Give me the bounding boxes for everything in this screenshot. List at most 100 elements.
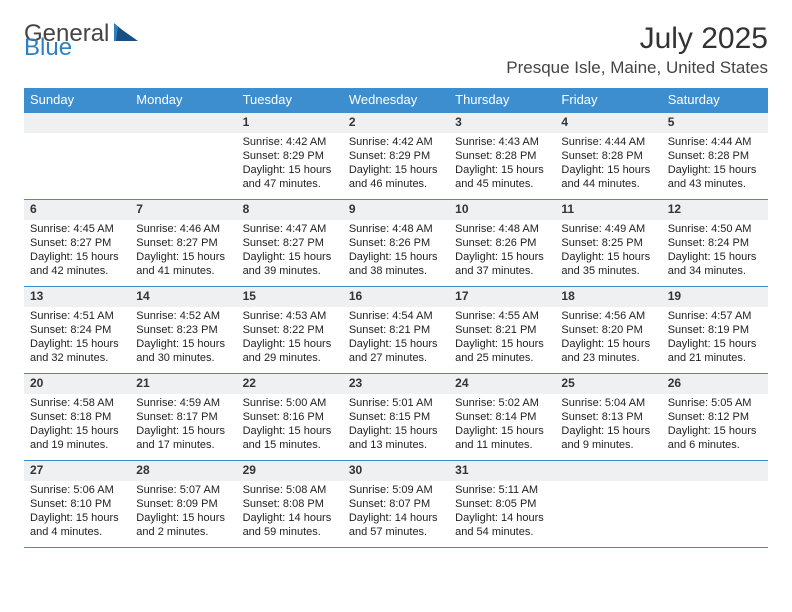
day-body: Sunrise: 5:08 AMSunset: 8:08 PMDaylight:… — [237, 481, 343, 544]
month-title: July 2025 — [506, 22, 768, 56]
sunrise-line: Sunrise: 4:42 AM — [243, 135, 337, 149]
sunrise-line: Sunrise: 4:57 AM — [668, 309, 762, 323]
daylight-line: Daylight: 15 hours and 21 minutes. — [668, 337, 762, 366]
sunrise-line: Sunrise: 4:48 AM — [455, 222, 549, 236]
daylight-line: Daylight: 15 hours and 27 minutes. — [349, 337, 443, 366]
day-body: Sunrise: 4:53 AMSunset: 8:22 PMDaylight:… — [237, 307, 343, 370]
day-cell: 5Sunrise: 4:44 AMSunset: 8:28 PMDaylight… — [662, 113, 768, 199]
sunrise-line: Sunrise: 4:58 AM — [30, 396, 124, 410]
day-number: 6 — [24, 200, 130, 220]
daylight-line: Daylight: 15 hours and 17 minutes. — [136, 424, 230, 453]
sunset-line: Sunset: 8:28 PM — [455, 149, 549, 163]
day-cell: 31Sunrise: 5:11 AMSunset: 8:05 PMDayligh… — [449, 461, 555, 547]
day-number — [555, 461, 661, 481]
day-body: Sunrise: 5:01 AMSunset: 8:15 PMDaylight:… — [343, 394, 449, 457]
sunset-line: Sunset: 8:20 PM — [561, 323, 655, 337]
day-number: 11 — [555, 200, 661, 220]
sunrise-line: Sunrise: 5:11 AM — [455, 483, 549, 497]
sunset-line: Sunset: 8:26 PM — [349, 236, 443, 250]
daylight-line: Daylight: 15 hours and 32 minutes. — [30, 337, 124, 366]
sunrise-line: Sunrise: 4:43 AM — [455, 135, 549, 149]
sunrise-line: Sunrise: 5:06 AM — [30, 483, 124, 497]
sunset-line: Sunset: 8:24 PM — [668, 236, 762, 250]
daylight-line: Daylight: 15 hours and 15 minutes. — [243, 424, 337, 453]
sunset-line: Sunset: 8:07 PM — [349, 497, 443, 511]
sunset-line: Sunset: 8:22 PM — [243, 323, 337, 337]
sunrise-line: Sunrise: 4:46 AM — [136, 222, 230, 236]
day-cell: 11Sunrise: 4:49 AMSunset: 8:25 PMDayligh… — [555, 200, 661, 286]
sunset-line: Sunset: 8:21 PM — [455, 323, 549, 337]
day-number: 15 — [237, 287, 343, 307]
day-number: 24 — [449, 374, 555, 394]
daylight-line: Daylight: 15 hours and 29 minutes. — [243, 337, 337, 366]
day-cell: 28Sunrise: 5:07 AMSunset: 8:09 PMDayligh… — [130, 461, 236, 547]
day-cell: 14Sunrise: 4:52 AMSunset: 8:23 PMDayligh… — [130, 287, 236, 373]
day-cell: 26Sunrise: 5:05 AMSunset: 8:12 PMDayligh… — [662, 374, 768, 460]
day-cell: 3Sunrise: 4:43 AMSunset: 8:28 PMDaylight… — [449, 113, 555, 199]
day-body — [130, 133, 236, 139]
sunrise-line: Sunrise: 4:53 AM — [243, 309, 337, 323]
day-body: Sunrise: 4:48 AMSunset: 8:26 PMDaylight:… — [343, 220, 449, 283]
sunrise-line: Sunrise: 4:52 AM — [136, 309, 230, 323]
daylight-line: Daylight: 15 hours and 23 minutes. — [561, 337, 655, 366]
sunrise-line: Sunrise: 5:01 AM — [349, 396, 443, 410]
daylight-line: Daylight: 15 hours and 38 minutes. — [349, 250, 443, 279]
day-header-cell: Friday — [555, 88, 661, 112]
day-number: 21 — [130, 374, 236, 394]
title-block: July 2025 Presque Isle, Maine, United St… — [506, 22, 768, 78]
brand-word-2: Blue — [24, 34, 72, 61]
day-cell: 16Sunrise: 4:54 AMSunset: 8:21 PMDayligh… — [343, 287, 449, 373]
sunrise-line: Sunrise: 4:50 AM — [668, 222, 762, 236]
day-body: Sunrise: 4:52 AMSunset: 8:23 PMDaylight:… — [130, 307, 236, 370]
day-body: Sunrise: 4:56 AMSunset: 8:20 PMDaylight:… — [555, 307, 661, 370]
day-number: 18 — [555, 287, 661, 307]
day-number: 8 — [237, 200, 343, 220]
day-body: Sunrise: 4:49 AMSunset: 8:25 PMDaylight:… — [555, 220, 661, 283]
day-cell: 30Sunrise: 5:09 AMSunset: 8:07 PMDayligh… — [343, 461, 449, 547]
day-cell: 2Sunrise: 4:42 AMSunset: 8:29 PMDaylight… — [343, 113, 449, 199]
day-body: Sunrise: 5:05 AMSunset: 8:12 PMDaylight:… — [662, 394, 768, 457]
daylight-line: Daylight: 15 hours and 44 minutes. — [561, 163, 655, 192]
flag-icon — [114, 23, 142, 43]
sunset-line: Sunset: 8:28 PM — [561, 149, 655, 163]
daylight-line: Daylight: 15 hours and 41 minutes. — [136, 250, 230, 279]
sunrise-line: Sunrise: 4:47 AM — [243, 222, 337, 236]
day-body: Sunrise: 4:55 AMSunset: 8:21 PMDaylight:… — [449, 307, 555, 370]
sunrise-line: Sunrise: 5:04 AM — [561, 396, 655, 410]
day-body: Sunrise: 4:50 AMSunset: 8:24 PMDaylight:… — [662, 220, 768, 283]
day-number: 29 — [237, 461, 343, 481]
week-row: 6 Sunrise: 4:45 AM Sunset: 8:27 PM Daylight… — [24, 199, 768, 286]
day-cell: 8Sunrise: 4:47 AMSunset: 8:27 PMDaylight… — [237, 200, 343, 286]
sunrise-line: Sunrise: 4:55 AM — [455, 309, 549, 323]
day-number: 7 — [130, 200, 236, 220]
sunrise-line: Sunrise: 4:45 AM — [30, 222, 124, 236]
day-cell: 15Sunrise: 4:53 AMSunset: 8:22 PMDayligh… — [237, 287, 343, 373]
day-cell — [662, 461, 768, 547]
sunrise-line: Sunrise: 4:44 AM — [561, 135, 655, 149]
page-root: General Blue July 2025 Presque Isle, Mai… — [0, 0, 792, 548]
sunrise-line: Sunrise: 4:49 AM — [561, 222, 655, 236]
day-number: 25 — [555, 374, 661, 394]
sunset-line: Sunset: 8:23 PM — [136, 323, 230, 337]
day-cell: 1Sunrise: 4:42 AMSunset: 8:29 PMDaylight… — [237, 113, 343, 199]
day-body: Sunrise: 4:42 AMSunset: 8:29 PMDaylight:… — [237, 133, 343, 196]
sunrise-line: Sunrise: 4:48 AM — [349, 222, 443, 236]
day-number: 19 — [662, 287, 768, 307]
sunset-line: Sunset: 8:27 PM — [243, 236, 337, 250]
sunset-line: Sunset: 8:08 PM — [243, 497, 337, 511]
day-cell: 25Sunrise: 5:04 AMSunset: 8:13 PMDayligh… — [555, 374, 661, 460]
sunset-line: Sunset: 8:25 PM — [561, 236, 655, 250]
daylight-line: Daylight: 15 hours and 11 minutes. — [455, 424, 549, 453]
day-header-cell: Sunday — [24, 88, 130, 112]
sunrise-line: Sunrise: 4:59 AM — [136, 396, 230, 410]
sunset-line: Sunset: 8:13 PM — [561, 410, 655, 424]
daylight-line: Daylight: 14 hours and 54 minutes. — [455, 511, 549, 540]
sunset-line: Sunset: 8:28 PM — [668, 149, 762, 163]
day-number: 12 — [662, 200, 768, 220]
day-body: Sunrise: 5:04 AMSunset: 8:13 PMDaylight:… — [555, 394, 661, 457]
sunset-line: Sunset: 8:26 PM — [455, 236, 549, 250]
daylight-line: Daylight: 15 hours and 37 minutes. — [455, 250, 549, 279]
week-row: 20Sunrise: 4:58 AMSunset: 8:18 PMDayligh… — [24, 373, 768, 460]
day-cell: 20Sunrise: 4:58 AMSunset: 8:18 PMDayligh… — [24, 374, 130, 460]
daylight-line: Daylight: 15 hours and 45 minutes. — [455, 163, 549, 192]
